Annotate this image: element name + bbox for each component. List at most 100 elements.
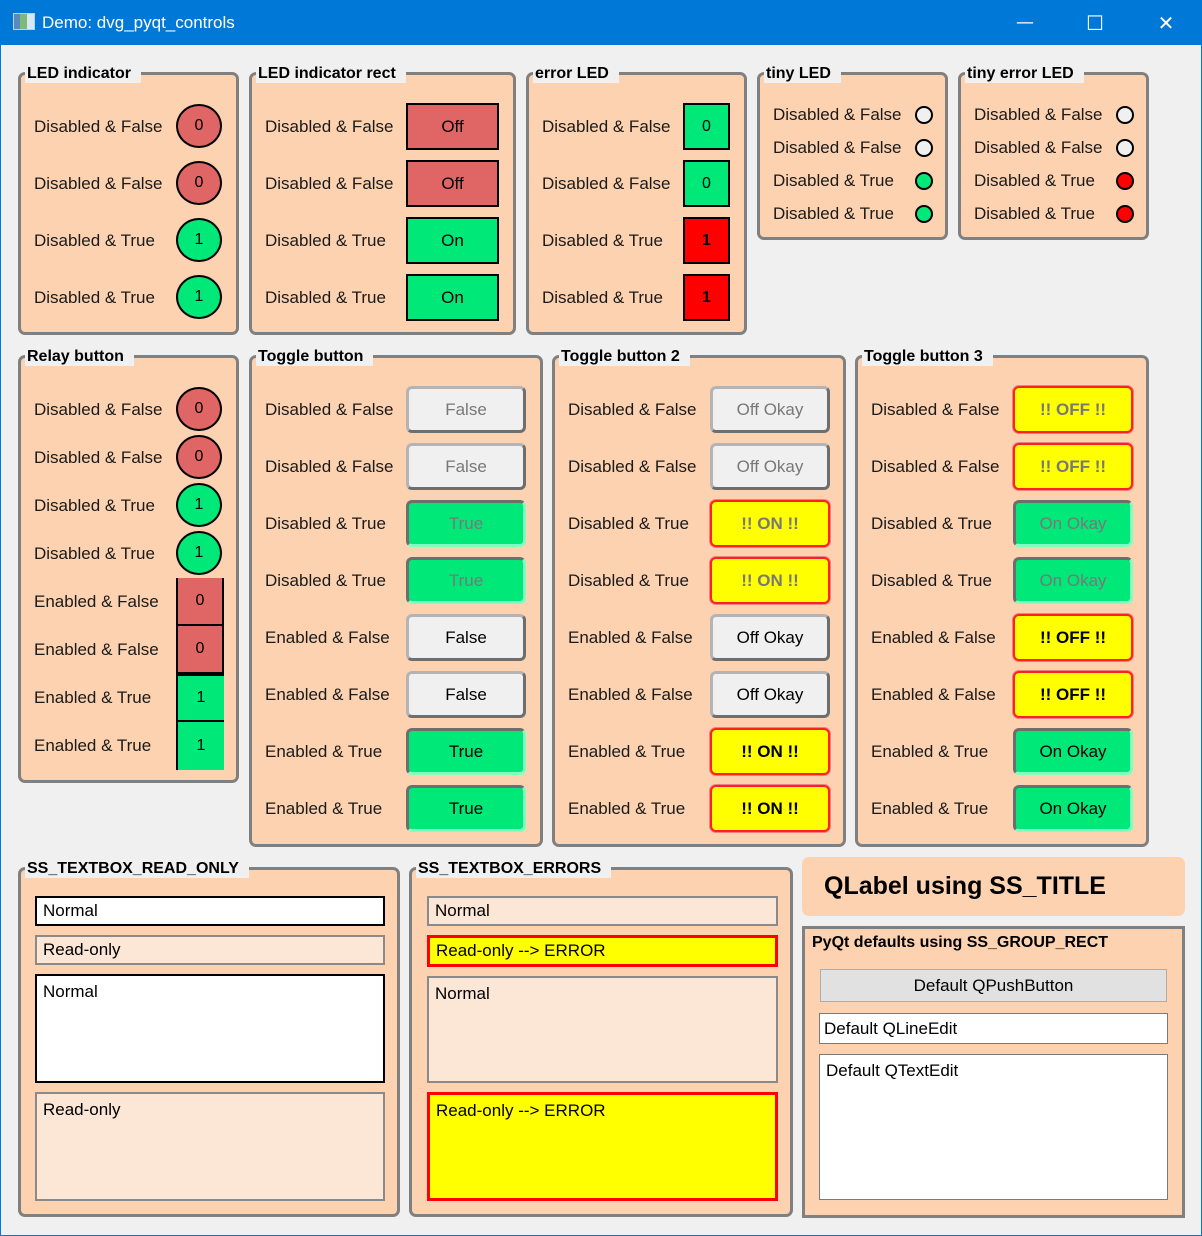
led-indicator-rect: On (406, 217, 499, 264)
led-indicator: 0 (176, 161, 222, 205)
toggle-button[interactable]: True (406, 785, 526, 832)
tiny-led (915, 172, 933, 190)
toggle-button-2[interactable]: Off Okay (710, 671, 830, 718)
row-label: Disabled & True (542, 231, 663, 250)
led-indicator-rect: Off (406, 103, 499, 150)
toggle-button-3[interactable]: !! OFF !! (1013, 614, 1133, 661)
group-title: SS_TEXTBOX_ERRORS (416, 860, 612, 878)
error-led: 0 (683, 160, 730, 207)
row-label: Disabled & True (871, 571, 992, 590)
tiny-led (915, 205, 933, 223)
row-label: Disabled & True (34, 231, 155, 250)
relay-button[interactable]: 0 (176, 578, 224, 626)
row-label: Enabled & False (34, 592, 159, 611)
row-label: Disabled & True (265, 514, 386, 533)
toggle-button-3[interactable]: !! OFF !! (1013, 671, 1133, 718)
relay-button: 1 (176, 531, 222, 575)
toggle-button-2[interactable]: !! ON !! (710, 728, 830, 775)
default-push-button[interactable]: Default QPushButton (820, 969, 1167, 1002)
row-label: Disabled & True (871, 514, 992, 533)
tiny-led (915, 139, 933, 157)
row-label: Disabled & False (974, 138, 1103, 157)
toggle-button-2[interactable]: !! ON !! (710, 785, 830, 832)
text-edit-normal[interactable]: Normal (35, 974, 385, 1083)
relay-button: 0 (176, 435, 222, 479)
group-title: tiny error LED (965, 65, 1084, 83)
group-toggle-button: Toggle button Disabled & False False Dis… (249, 348, 543, 847)
group-led-indicator: LED indicator Disabled & False 0 Disable… (18, 65, 239, 335)
tiny-error-led (1116, 172, 1134, 190)
minimize-button[interactable]: — (990, 0, 1060, 45)
toggle-button[interactable]: False (406, 614, 526, 661)
app-icon (13, 13, 35, 30)
row-label: Disabled & True (773, 171, 894, 190)
line-edit-normal[interactable]: Normal (427, 896, 778, 926)
toggle-button-3: On Okay (1013, 500, 1133, 547)
row-label: Disabled & False (542, 117, 671, 136)
relay-button[interactable]: 0 (176, 626, 224, 674)
row-label: Disabled & False (773, 105, 902, 124)
tiny-error-led (1116, 106, 1134, 124)
row-label: Disabled & False (871, 400, 1000, 419)
group-title: error LED (533, 65, 619, 83)
group-title: Toggle button 3 (862, 348, 993, 366)
relay-button: 0 (176, 387, 222, 431)
toggle-button[interactable]: False (406, 671, 526, 718)
error-led: 0 (683, 103, 730, 150)
text-edit-error[interactable]: Read-only --> ERROR (427, 1092, 778, 1201)
row-label: Disabled & False (871, 457, 1000, 476)
group-relay-button: Relay button Disabled & False 0 Disabled… (18, 348, 239, 783)
default-text-edit[interactable]: Default QTextEdit (819, 1054, 1168, 1200)
row-label: Disabled & False (568, 400, 697, 419)
toggle-button-3: !! OFF !! (1013, 443, 1133, 490)
minimize-icon: — (1016, 12, 1034, 33)
row-label: Enabled & False (265, 685, 390, 704)
text-edit-readonly[interactable]: Read-only (35, 1092, 385, 1201)
line-edit-readonly[interactable]: Read-only (35, 935, 385, 965)
title-bar[interactable]: Demo: dvg_pyqt_controls — ☐ ✕ (0, 0, 1202, 45)
line-edit-normal[interactable]: Normal (35, 896, 385, 926)
maximize-button[interactable]: ☐ (1060, 0, 1130, 45)
row-label: Enabled & False (34, 640, 159, 659)
toggle-button: False (406, 443, 526, 490)
row-label: Disabled & False (265, 400, 394, 419)
led-indicator-rect: Off (406, 160, 499, 207)
toggle-button-3: On Okay (1013, 557, 1133, 604)
toggle-button-3[interactable]: On Okay (1013, 785, 1133, 832)
row-label: Enabled & False (871, 628, 996, 647)
group-title: Toggle button 2 (559, 348, 690, 366)
toggle-button[interactable]: True (406, 728, 526, 775)
group-title: LED indicator rect (256, 65, 406, 83)
row-label: Disabled & False (773, 138, 902, 157)
close-button[interactable]: ✕ (1131, 0, 1201, 45)
text-edit-normal[interactable]: Normal (427, 976, 778, 1083)
toggle-button-2: Off Okay (710, 443, 830, 490)
row-label: Disabled & False (265, 174, 394, 193)
relay-button[interactable]: 1 (176, 722, 224, 770)
row-label: Disabled & False (265, 457, 394, 476)
toggle-button-2[interactable]: Off Okay (710, 614, 830, 661)
row-label: Disabled & False (542, 174, 671, 193)
error-led: 1 (683, 274, 730, 321)
group-title: LED indicator (25, 65, 142, 83)
row-label: Enabled & False (265, 628, 390, 647)
group-led-indicator-rect: LED indicator rect Disabled & False Off … (249, 65, 516, 335)
group-title: PyQt defaults using SS_GROUP_RECT (812, 934, 1109, 951)
toggle-button-3[interactable]: On Okay (1013, 728, 1133, 775)
group-pyqt-defaults: PyQt defaults using SS_GROUP_RECT Defaul… (802, 926, 1185, 1218)
toggle-button: True (406, 557, 526, 604)
row-label: Disabled & True (265, 288, 386, 307)
row-label: Disabled & True (265, 571, 386, 590)
led-indicator: 1 (176, 275, 222, 319)
toggle-button: True (406, 500, 526, 547)
toggle-button-2: !! ON !! (710, 500, 830, 547)
error-led: 1 (683, 217, 730, 264)
default-line-edit[interactable]: Default QLineEdit (819, 1013, 1168, 1044)
toggle-button-2: !! ON !! (710, 557, 830, 604)
row-label: Disabled & True (34, 288, 155, 307)
row-label: Enabled & True (871, 799, 989, 818)
line-edit-error[interactable]: Read-only --> ERROR (427, 935, 778, 967)
relay-button[interactable]: 1 (176, 674, 224, 722)
row-label: Disabled & True (34, 544, 155, 563)
row-label: Disabled & True (542, 288, 663, 307)
